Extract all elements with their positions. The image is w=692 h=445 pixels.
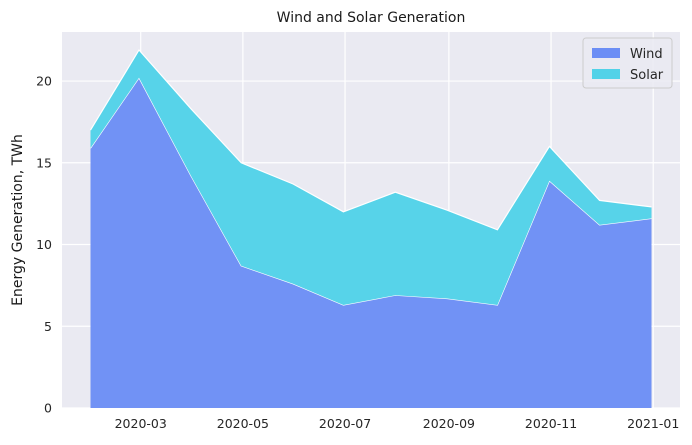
y-tick-label: 0 <box>44 401 52 416</box>
chart-title: Wind and Solar Generation <box>277 10 466 26</box>
x-tick-label: 2020-05 <box>217 416 269 431</box>
x-tick-label: 2020-07 <box>319 416 371 431</box>
y-tick-label: 5 <box>44 319 52 334</box>
legend-label-solar: Solar <box>630 68 664 83</box>
x-ticks: 2020-03 2020-05 2020-07 2020-09 2020-11 2021-… <box>115 416 680 431</box>
y-ticks: 0 5 10 15 20 <box>36 74 52 416</box>
legend-label-wind: Wind <box>630 47 663 62</box>
line-wind <box>90 76 652 306</box>
y-axis-label: Energy Generation, TWh <box>10 134 26 306</box>
y-tick-label: 20 <box>36 74 52 89</box>
area-solar <box>90 50 652 305</box>
x-tick-label: 2020-11 <box>525 416 577 431</box>
legend: Wind Solar <box>582 37 673 89</box>
line-solar <box>89 48 652 231</box>
area-wind <box>90 77 652 409</box>
legend-swatch-solar <box>592 69 620 79</box>
x-tick-label: 2020-03 <box>115 416 167 431</box>
x-tick-label: 2020-09 <box>423 416 475 431</box>
y-tick-label: 15 <box>36 155 52 170</box>
x-tick-label: 2021-01 <box>627 416 679 431</box>
areas <box>89 48 652 409</box>
y-tick-label: 10 <box>36 237 52 252</box>
legend-swatch-wind <box>592 48 620 58</box>
